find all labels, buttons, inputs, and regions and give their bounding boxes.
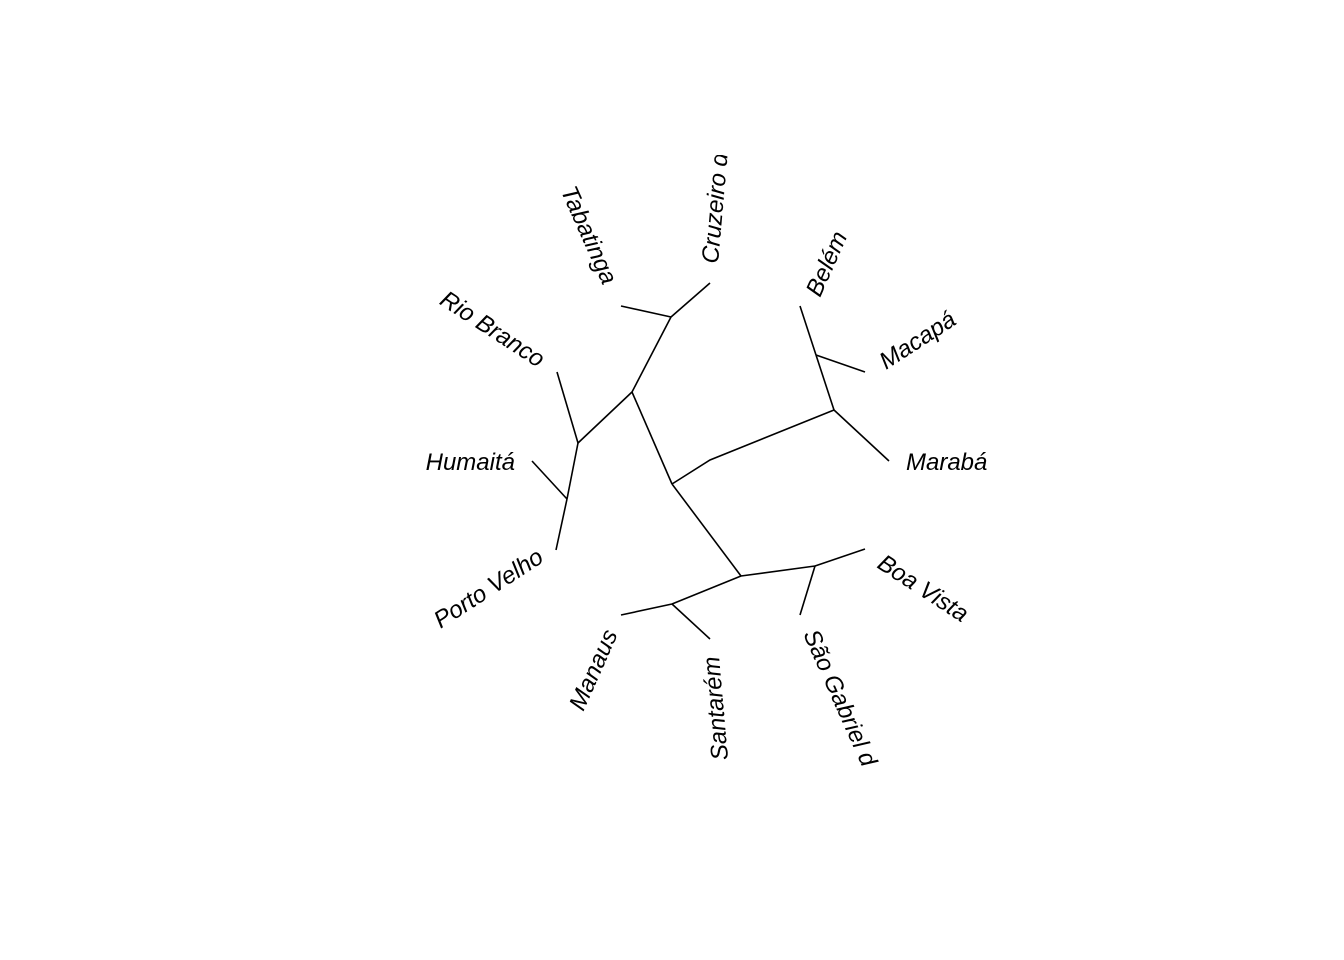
tree-branches bbox=[531, 282, 890, 640]
tip-label-cruzeiro: Cruzeiro d bbox=[697, 151, 734, 264]
branch-internal-i bbox=[740, 565, 816, 577]
tip-label-manaus: Manaus bbox=[564, 625, 623, 714]
branch-manaus bbox=[620, 603, 673, 616]
tip-label-humaita: Humaitá bbox=[426, 449, 515, 476]
tip-label-maraba: Marabá bbox=[906, 449, 987, 476]
branch-internal-f bbox=[815, 354, 835, 411]
branch-humaita bbox=[531, 460, 568, 500]
tip-label-boavista: Boa Vista bbox=[873, 549, 973, 627]
branch-santarem bbox=[671, 603, 711, 640]
branch-macapa bbox=[815, 354, 866, 373]
branch-internal-e bbox=[671, 409, 835, 485]
tip-label-belem: Belém bbox=[801, 227, 853, 300]
branch-belem bbox=[799, 305, 817, 356]
branch-cruzeiro bbox=[670, 282, 711, 318]
branch-internal-a bbox=[631, 391, 673, 485]
tip-label-tabatinga: Tabatinga bbox=[555, 182, 622, 288]
tip-label-santarem: Santarém bbox=[698, 655, 734, 761]
tip-label-macapa: Macapá bbox=[875, 306, 961, 375]
branch-internal-h bbox=[671, 575, 742, 605]
tip-label-riobranco: Rio Branco bbox=[435, 286, 549, 373]
tip-label-portovelho: Porto Velho bbox=[429, 543, 548, 633]
branch-internal-c bbox=[631, 316, 672, 393]
branch-tabatinga bbox=[620, 305, 672, 318]
tip-labels: Cruzeiro d Tabatinga Rio Branco Humaitá … bbox=[426, 151, 988, 771]
branch-portovelho bbox=[555, 498, 568, 551]
branch-internal-b bbox=[577, 391, 633, 444]
branch-riobranco bbox=[556, 371, 579, 444]
tip-label-saogabriel: São Gabriel d bbox=[798, 625, 883, 771]
branch-boavista bbox=[814, 548, 866, 567]
branch-internal-g bbox=[671, 483, 742, 577]
branch-saogabriel bbox=[799, 565, 816, 616]
branch-internal-d bbox=[566, 442, 579, 500]
branch-maraba bbox=[833, 409, 890, 462]
